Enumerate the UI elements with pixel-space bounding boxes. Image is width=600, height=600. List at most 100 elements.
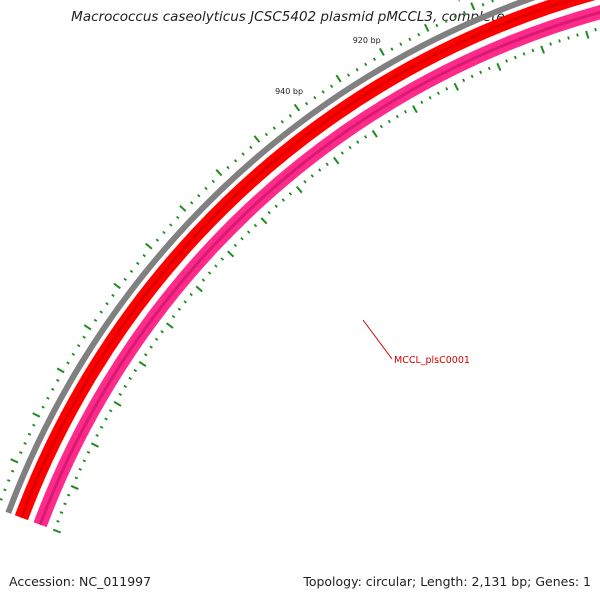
inner-tick-minor [387, 119, 391, 124]
inner-tick-minor [56, 519, 60, 523]
outer-tick-minor [129, 269, 134, 273]
inner-tick-minor [143, 353, 148, 357]
map-title: Macrococcus caseolyticus JCSC5402 plasmi… [71, 9, 529, 25]
cds-track [33, 5, 600, 528]
outer-tick-minor [27, 432, 32, 436]
inner-tick-minor [118, 392, 123, 396]
inner-tick-minor [63, 502, 67, 506]
inner-tick-minor [479, 70, 483, 75]
outer-tick-minor [364, 62, 368, 67]
inner-tick-minor [281, 198, 285, 202]
outer-tick-minor [408, 37, 412, 42]
outer-tick-minor [481, 2, 485, 7]
inner-tick-minor [78, 467, 82, 471]
outer-tick-minor [169, 223, 173, 227]
outer-tick-minor [211, 179, 215, 184]
inner-tick-major [227, 250, 235, 258]
gene-label-mccl-plsc0001[interactable]: MCCL_plsC0001 [394, 355, 470, 366]
outer-tick-minor [111, 293, 115, 298]
inner-tick-major [412, 105, 418, 114]
outer-tick-minor [329, 84, 334, 89]
inner-tick-minor [325, 162, 329, 167]
outer-tick-minor [346, 73, 351, 77]
inner-tick-minor [567, 36, 570, 40]
inner-tick-minor [531, 48, 535, 53]
inner-tick-minor [99, 425, 104, 429]
outer-tick-minor [435, 23, 439, 28]
outer-tick-major [32, 412, 41, 418]
outer-tick-minor [321, 90, 325, 94]
outer-tick-minor [0, 497, 3, 501]
outer-tick-minor [241, 152, 245, 156]
outer-tick-minor [99, 310, 103, 314]
inner-tick-minor [207, 271, 212, 275]
inner-tick-ring [52, 27, 597, 534]
inner-tick-minor [123, 384, 127, 388]
bp-label: 940 bp [275, 87, 303, 96]
bp-label: 920 bp [353, 36, 381, 45]
inner-tick-minor [133, 368, 138, 373]
inner-tick-minor [318, 168, 322, 172]
outer-tick-minor [142, 253, 146, 258]
accession-text: Accession: NC_011997 [9, 574, 152, 589]
inner-tick-major [113, 400, 122, 407]
inner-tick-minor [594, 27, 597, 32]
outer-tick-major [215, 169, 223, 177]
outer-tick-minor [453, 15, 457, 19]
inner-tick-minor [420, 100, 424, 105]
inner-tick-minor [576, 33, 579, 37]
inner-tick-minor [436, 91, 440, 96]
outer-tick-minor [272, 126, 276, 130]
outer-tick-major [10, 458, 19, 464]
inner-tick-minor [356, 140, 360, 144]
outer-tick-minor [233, 159, 238, 163]
inner-tick-minor [428, 95, 432, 100]
outer-tick-minor [32, 423, 36, 427]
outer-tick-major [379, 47, 385, 56]
inner-tick-major [332, 156, 340, 165]
inner-tick-minor [340, 151, 344, 155]
outer-tick-major [424, 23, 430, 32]
inner-tick-minor [274, 204, 278, 208]
inner-tick-minor [108, 409, 113, 413]
outer-tick-major [113, 282, 121, 290]
inner-tick-major [52, 528, 62, 534]
inner-tick-minor [267, 210, 271, 215]
inner-tick-major [585, 30, 590, 39]
outer-tick-minor [23, 441, 27, 445]
inner-tick-major [453, 82, 459, 91]
inner-tick-minor [128, 376, 132, 380]
inner-tick-minor [253, 223, 258, 228]
outer-tick-major [56, 367, 65, 374]
outer-tick-minor [123, 277, 127, 282]
inner-tick-minor [462, 78, 466, 83]
outer-tick-minor [355, 67, 359, 72]
outer-tick-minor [51, 387, 55, 391]
outer-tick-minor [444, 19, 448, 23]
inner-tick-minor [505, 59, 509, 63]
outer-tick-major [145, 242, 153, 250]
inner-tick-minor [160, 330, 164, 334]
inner-tick-minor [348, 145, 352, 150]
bp-scale-labels: 760 bp780 bp800 bp820 bp840 bp860 bp880 … [275, 0, 463, 96]
inner-tick-minor [183, 300, 187, 304]
inner-tick-minor [171, 314, 176, 319]
outer-tick-major [179, 204, 187, 212]
inner-tick-minor [487, 66, 491, 71]
inner-tick-minor [513, 55, 517, 60]
inner-tick-major [260, 217, 268, 225]
outer-tick-minor [93, 318, 98, 322]
outer-tick-minor [390, 47, 394, 51]
inner-tick-major [295, 185, 303, 194]
inner-tick-major [166, 322, 174, 329]
outer-tick-minor [249, 145, 253, 150]
outer-tick-major [83, 324, 92, 331]
inner-tick-minor [395, 114, 399, 119]
inner-tick-minor [240, 236, 244, 241]
outer-tick-minor [136, 261, 140, 266]
inner-tick-minor [59, 511, 64, 514]
inner-tick-major [70, 484, 79, 491]
inner-tick-minor [522, 52, 526, 56]
outer-tick-minor [46, 396, 50, 400]
